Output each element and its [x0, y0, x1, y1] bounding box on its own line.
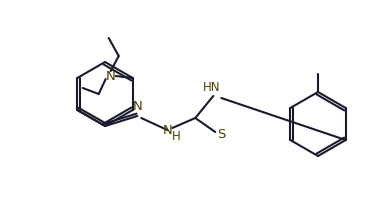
Text: N: N [106, 69, 116, 82]
Text: N: N [132, 100, 142, 113]
Text: H: H [172, 130, 181, 143]
Text: S: S [217, 128, 226, 141]
Text: N: N [163, 123, 172, 137]
Text: HN: HN [203, 81, 220, 94]
